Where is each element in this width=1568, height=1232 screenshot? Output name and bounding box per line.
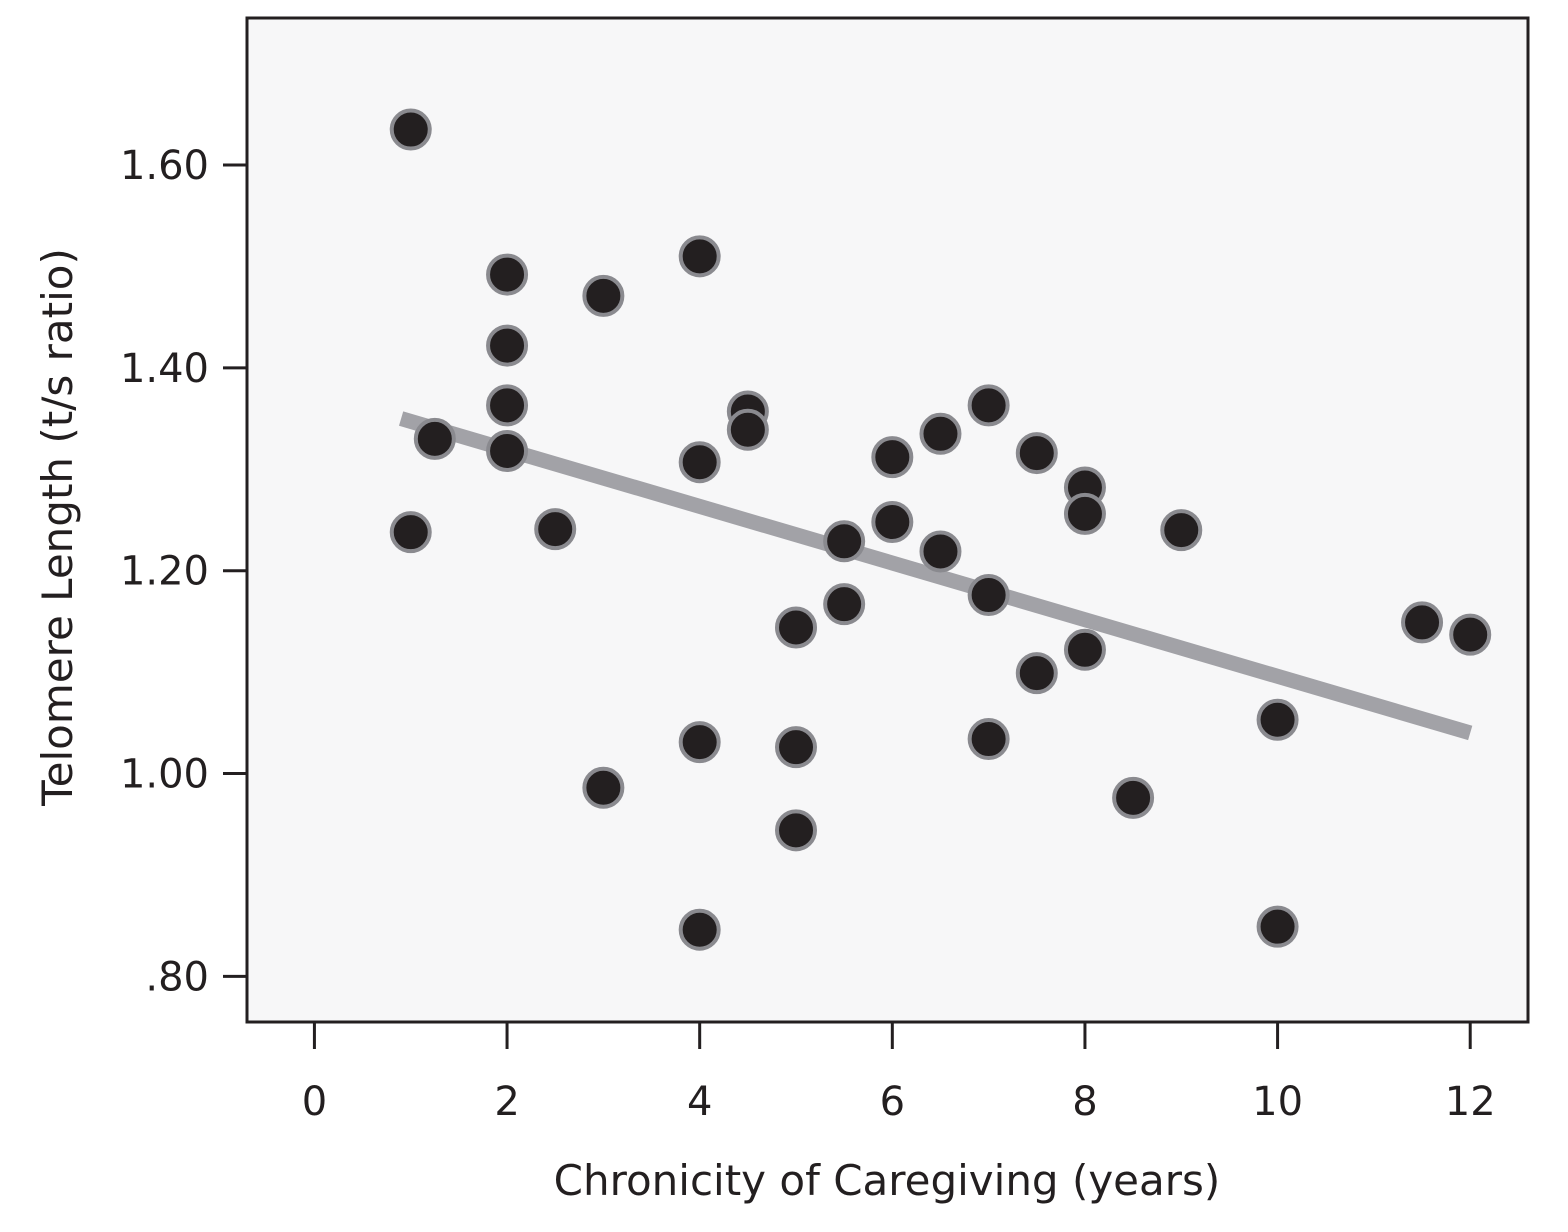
x-tick-label: 0	[302, 1079, 327, 1125]
data-point	[582, 274, 625, 317]
data-point	[389, 108, 432, 151]
chart-marks	[389, 108, 1492, 951]
data-point	[486, 430, 529, 473]
data-point	[413, 417, 456, 460]
data-point	[919, 412, 962, 455]
data-point	[1256, 698, 1299, 741]
data-point	[1015, 432, 1058, 475]
data-point	[389, 511, 432, 554]
data-point	[534, 508, 577, 551]
x-tick-label: 12	[1445, 1079, 1496, 1125]
y-tick-label: 1.40	[120, 346, 209, 392]
data-point	[823, 520, 866, 563]
data-point	[582, 766, 625, 809]
data-point	[1015, 652, 1058, 695]
data-point	[726, 408, 769, 451]
y-tick-label: 1.20	[120, 549, 209, 595]
x-tick-label: 6	[880, 1079, 905, 1125]
data-point	[775, 606, 817, 649]
data-point	[775, 809, 817, 852]
data-point	[967, 718, 1010, 761]
plot-frame	[245, 16, 1530, 1024]
data-point	[678, 441, 721, 484]
data-point	[1063, 628, 1106, 671]
data-point	[1401, 601, 1444, 644]
data-point	[678, 721, 721, 764]
trend-line	[398, 411, 1473, 741]
data-point	[871, 436, 914, 479]
y-axis-title: Telomere Length (t/s ratio)	[33, 248, 82, 807]
data-point	[1160, 509, 1203, 552]
x-tick-label: 10	[1252, 1079, 1303, 1125]
y-tick-label: 1.00	[120, 752, 209, 798]
data-point	[678, 235, 721, 278]
data-point	[967, 384, 1010, 427]
x-axis-title: Chronicity of Caregiving (years)	[554, 1156, 1221, 1205]
x-tick-label: 2	[494, 1079, 519, 1125]
data-point	[967, 574, 1010, 617]
data-point	[1449, 613, 1492, 656]
data-point	[919, 530, 962, 573]
x-axis: 0 2 4 6 8 10 12	[302, 1022, 1496, 1125]
x-tick-label: 8	[1072, 1079, 1097, 1125]
data-point	[823, 583, 866, 626]
y-tick-label: 1.60	[120, 143, 209, 189]
data-point	[775, 726, 817, 769]
y-tick-label: .80	[145, 954, 209, 1000]
data-point	[871, 501, 914, 544]
data-point	[486, 253, 529, 296]
data-point	[678, 908, 721, 951]
y-axis: .80 1.00 1.20 1.40 1.60	[120, 143, 247, 1000]
data-point	[486, 324, 529, 367]
data-point	[486, 384, 529, 427]
data-point	[1112, 776, 1155, 819]
x-tick-label: 4	[687, 1079, 712, 1125]
data-point	[1256, 905, 1299, 948]
data-point	[1063, 492, 1106, 535]
